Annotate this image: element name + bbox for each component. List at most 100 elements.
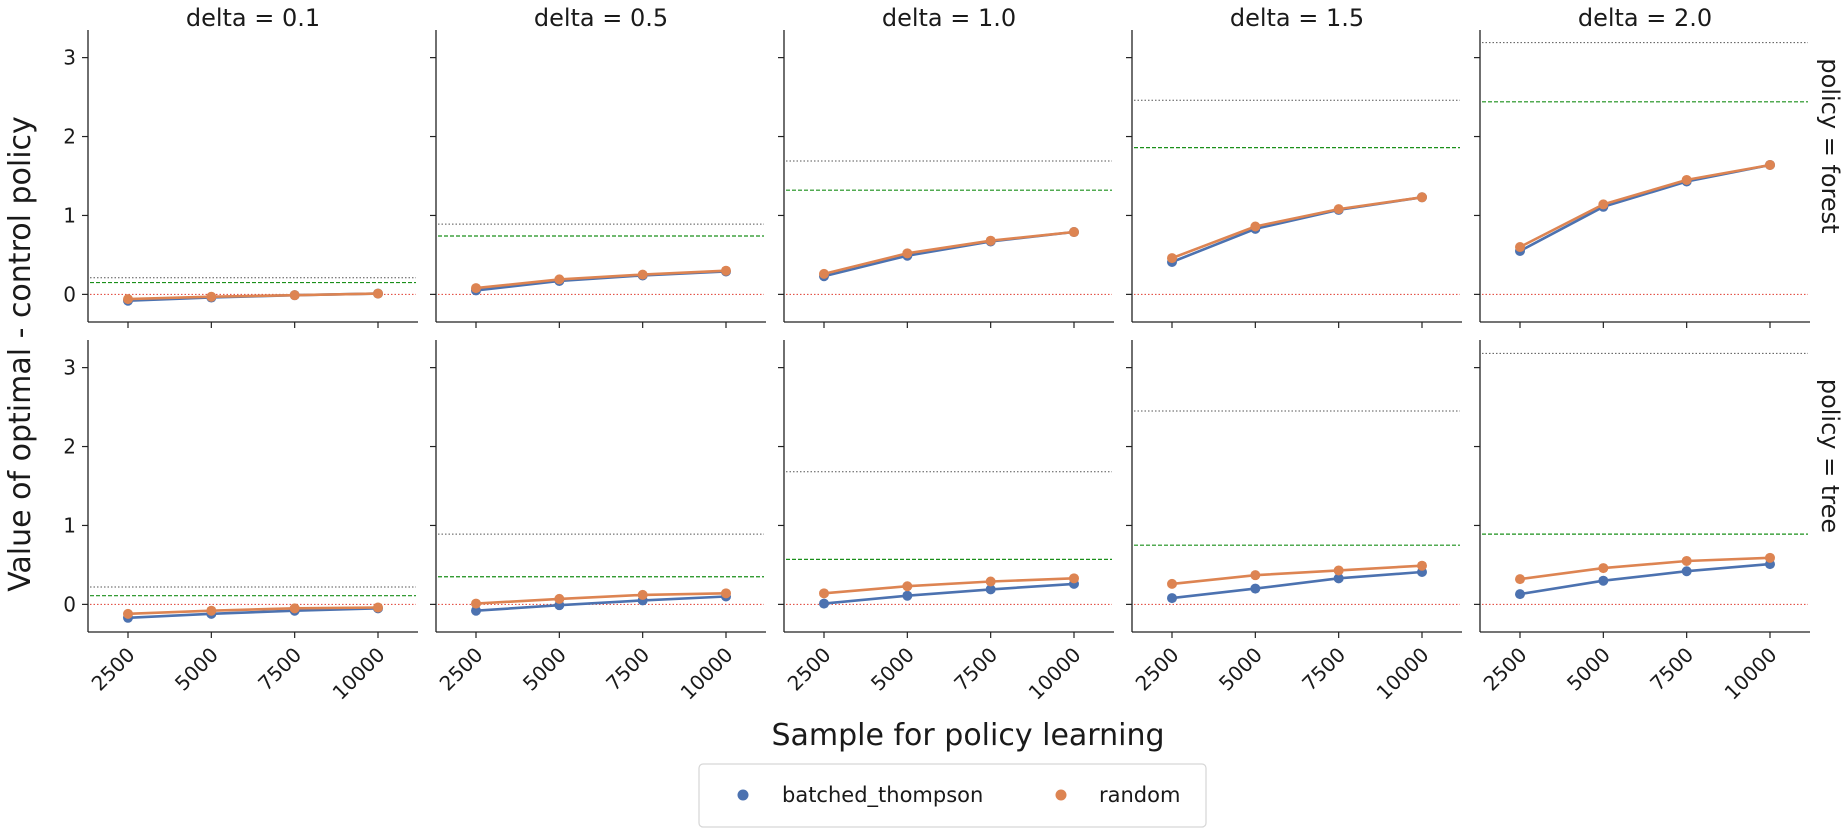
panel-r2-c5-point-random-2500 — [1515, 574, 1525, 585]
panel-r2-c2-line-batched-thompson — [474, 595, 728, 613]
legend: batched_thompson random — [698, 763, 1207, 828]
x-tick-label-col2-10000: 10000 — [676, 643, 738, 705]
y-tick-label-row2-0: 0 — [63, 592, 76, 616]
x-tick-label-col1-7500: 7500 — [253, 643, 306, 696]
panel-r2-c5-line-random — [1518, 556, 1772, 581]
panel-r2-c4-point-batched-thompson-7500 — [1333, 573, 1344, 584]
panel-r2-c1-line-batched-thompson — [126, 606, 380, 620]
x-tick-label-col2-2500: 2500 — [435, 643, 488, 696]
panel-r1-c1-line-random — [126, 292, 380, 301]
x-tick-label-col5-7500: 7500 — [1645, 643, 1698, 696]
panel-r1-c5-point-random-2500 — [1515, 242, 1525, 253]
panel-r2-c5 — [1474, 340, 1810, 638]
panel-r2-c1-point-random-7500 — [289, 603, 300, 614]
x-tick-label-col5-10000: 10000 — [1720, 643, 1782, 705]
x-tick-label-col4-2500: 2500 — [1131, 643, 1184, 696]
panel-r1-c4-point-random-5000 — [1250, 221, 1261, 232]
panel-r2-c3-point-random-10000 — [1069, 573, 1079, 584]
panel-r2-c4-point-random-2500 — [1167, 578, 1177, 589]
panel-r2-c5-point-random-7500 — [1681, 555, 1692, 566]
panel-r2-c1-point-random-5000 — [206, 605, 217, 616]
panels-layer — [82, 30, 1810, 638]
panel-r2-c1-point-random-10000 — [373, 602, 383, 613]
panel-r2-c2-point-random-7500 — [637, 589, 648, 600]
legend-marker-batched-thompson — [737, 789, 749, 801]
panel-r1-c3-point-random-10000 — [1069, 227, 1079, 238]
panel-r1-c2-point-random-5000 — [554, 274, 565, 285]
panel-r1-c4-point-random-7500 — [1333, 204, 1344, 215]
panel-r1-c3-point-random-5000 — [902, 248, 913, 259]
x-tick-label-col5-2500: 2500 — [1479, 643, 1532, 696]
x-tick-label-col2-7500: 7500 — [601, 643, 654, 696]
column-title-3: delta = 1.0 — [882, 4, 1016, 32]
x-tick-label-col1-10000: 10000 — [328, 643, 390, 705]
panel-r2-c1-point-random-2500 — [123, 608, 133, 619]
panel-r1-c1 — [82, 30, 418, 328]
panel-r1-c5 — [1474, 30, 1810, 328]
legend-marker-random — [1055, 789, 1067, 801]
x-tick-label-col3-2500: 2500 — [783, 643, 836, 696]
x-tick-label-col5-5000: 5000 — [1562, 643, 1615, 696]
panel-r1-c1-point-random-7500 — [289, 290, 300, 301]
panel-r1-c1-point-random-2500 — [123, 294, 133, 305]
panel-r1-c4-point-random-10000 — [1417, 192, 1427, 203]
x-tick-label-col1-2500: 2500 — [87, 643, 140, 696]
x-tick-label-col4-7500: 7500 — [1297, 643, 1350, 696]
panel-r1-c3-line-random — [822, 230, 1076, 276]
panel-r2-c4-point-random-7500 — [1333, 565, 1344, 576]
panel-r1-c2-line-random — [474, 269, 728, 290]
panel-r2-c4 — [1126, 340, 1462, 638]
y-tick-label-row1-0: 0 — [63, 282, 76, 306]
panel-r2-c3-point-batched-thompson-5000 — [902, 590, 913, 601]
y-tick-label-row2-2: 2 — [63, 435, 76, 459]
panel-r1-c3-line-batched-thompson — [822, 230, 1076, 278]
panel-r2-c3-point-batched-thompson-7500 — [985, 584, 996, 595]
legend-frame — [698, 763, 1207, 828]
panel-r2-c1-line-random — [126, 606, 380, 616]
panel-r1-c3 — [778, 30, 1114, 328]
x-tick-label-col3-5000: 5000 — [866, 643, 919, 696]
panel-r2-c4-point-random-10000 — [1417, 560, 1427, 571]
legend-label-random: random — [1099, 783, 1180, 807]
column-title-4: delta = 1.5 — [1230, 4, 1364, 32]
panel-r1-c2-point-random-7500 — [637, 269, 648, 280]
panel-r1-c5-line-random — [1518, 163, 1772, 249]
y-tick-label-row1-2: 2 — [63, 125, 76, 149]
y-tick-label-row1-1: 1 — [63, 203, 76, 227]
panel-r1-c4-line-random — [1170, 196, 1424, 260]
column-title-5: delta = 2.0 — [1578, 4, 1712, 32]
x-axis-title: Sample for policy learning — [771, 718, 1164, 753]
row-label-2: policy = tree — [1816, 379, 1844, 533]
y-tick-label-row2-3: 3 — [63, 356, 76, 380]
panel-r2-c3-point-random-2500 — [819, 588, 829, 599]
panel-r1-c5-point-random-5000 — [1598, 199, 1609, 210]
column-title-2: delta = 0.5 — [534, 4, 668, 32]
panel-r2-c2-point-random-2500 — [471, 598, 481, 609]
panel-r2-c2-point-batched-thompson-2500 — [471, 605, 481, 616]
panel-r2-c3-line-batched-thompson — [822, 582, 1076, 605]
panel-r1-c3-point-random-2500 — [819, 268, 829, 279]
panel-r1-c2 — [430, 30, 766, 328]
x-tick-label-col3-7500: 7500 — [949, 643, 1002, 696]
panel-r1-c4-line-batched-thompson — [1170, 196, 1424, 264]
panel-r1-c5-point-random-10000 — [1765, 159, 1775, 170]
panel-r1-c4-point-random-2500 — [1167, 253, 1177, 264]
panel-r2-c3-point-random-5000 — [902, 581, 913, 592]
panel-r2-c5-point-batched-thompson-2500 — [1515, 589, 1525, 600]
panel-r2-c4-point-random-5000 — [1250, 570, 1261, 581]
x-tick-label-col4-5000: 5000 — [1214, 643, 1267, 696]
labels-layer: 0 1 2 3 0 1 2 3 2500 5000 7500 10000 2500 5000 7500 100… — [63, 4, 1844, 705]
panel-r1-c4 — [1126, 30, 1462, 328]
y-tick-label-row1-3: 3 — [63, 46, 76, 70]
panel-r2-c3 — [778, 340, 1114, 638]
legend-label-batched-thompson: batched_thompson — [782, 783, 983, 808]
panel-r2-c5-point-random-10000 — [1765, 552, 1775, 563]
panel-r1-c1-point-random-10000 — [373, 288, 383, 299]
panel-r2-c2-line-random — [474, 591, 728, 605]
y-axis-title: Value of optimal - control policy — [3, 116, 38, 592]
x-tick-label-col2-5000: 5000 — [518, 643, 571, 696]
panel-r2-c3-point-random-7500 — [985, 576, 996, 587]
panel-r2-c2-point-random-10000 — [721, 588, 731, 599]
panel-r2-c5-point-random-5000 — [1598, 563, 1609, 574]
panel-r2-c3-line-random — [822, 576, 1076, 595]
